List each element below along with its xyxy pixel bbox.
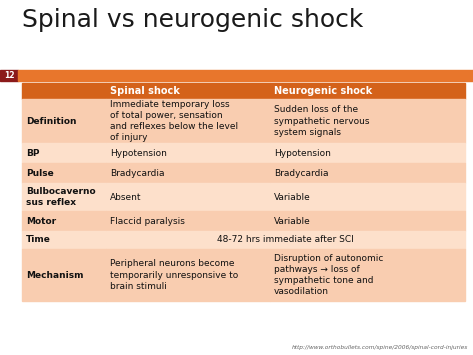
Bar	[18, 70, 473, 81]
Bar	[270, 183, 465, 211]
Bar	[106, 183, 270, 211]
Text: http://www.orthobullets.com/spine/2006/spinal-cord-injuries: http://www.orthobullets.com/spine/2006/s…	[292, 345, 468, 350]
Text: Definition: Definition	[26, 116, 77, 126]
Text: Bulbocaverno
sus reflex: Bulbocaverno sus reflex	[26, 187, 96, 207]
Bar	[106, 143, 270, 163]
Bar	[270, 249, 465, 301]
Bar	[106, 83, 270, 99]
Bar	[106, 99, 270, 143]
Text: Flaccid paralysis: Flaccid paralysis	[110, 217, 185, 225]
Bar	[270, 211, 465, 231]
Text: Time: Time	[26, 235, 51, 245]
Text: Peripheral neurons become
temporarily unresponsive to
brain stimuli: Peripheral neurons become temporarily un…	[110, 260, 238, 291]
Bar	[270, 163, 465, 183]
Bar	[106, 249, 270, 301]
Bar	[22, 231, 106, 249]
Text: Disruption of autonomic
pathways → loss of
sympathetic tone and
vasodilation: Disruption of autonomic pathways → loss …	[274, 254, 384, 296]
Bar	[22, 99, 106, 143]
Bar	[106, 163, 270, 183]
Text: Bradycardia: Bradycardia	[274, 169, 329, 178]
Text: Hypotension: Hypotension	[274, 148, 331, 158]
Text: Bradycardia: Bradycardia	[110, 169, 165, 178]
Bar	[106, 211, 270, 231]
Text: Variable: Variable	[274, 217, 311, 225]
Text: Pulse: Pulse	[26, 169, 54, 178]
Bar	[270, 99, 465, 143]
Text: Absent: Absent	[110, 192, 142, 202]
Bar	[22, 143, 106, 163]
Text: Motor: Motor	[26, 217, 56, 225]
Text: Mechanism: Mechanism	[26, 271, 84, 279]
Bar	[106, 231, 270, 249]
Text: BP: BP	[26, 148, 40, 158]
Text: Variable: Variable	[274, 192, 311, 202]
Text: 48-72 hrs immediate after SCI: 48-72 hrs immediate after SCI	[217, 235, 354, 245]
Bar	[270, 231, 465, 249]
Bar	[270, 83, 465, 99]
Bar	[22, 163, 106, 183]
Bar	[22, 83, 106, 99]
Text: Hypotension: Hypotension	[110, 148, 167, 158]
Text: Spinal shock: Spinal shock	[110, 86, 180, 96]
Text: Immediate temporary loss
of total power, sensation
and reflexes below the level
: Immediate temporary loss of total power,…	[110, 100, 238, 142]
Bar	[22, 211, 106, 231]
Text: Spinal vs neurogenic shock: Spinal vs neurogenic shock	[22, 8, 363, 32]
Bar	[22, 183, 106, 211]
Text: Neurogenic shock: Neurogenic shock	[274, 86, 372, 96]
Text: Sudden loss of the
sympathetic nervous
system signals: Sudden loss of the sympathetic nervous s…	[274, 105, 369, 137]
Text: 12: 12	[4, 71, 14, 80]
Bar	[0, 70, 18, 81]
Bar	[270, 143, 465, 163]
Bar	[22, 249, 106, 301]
